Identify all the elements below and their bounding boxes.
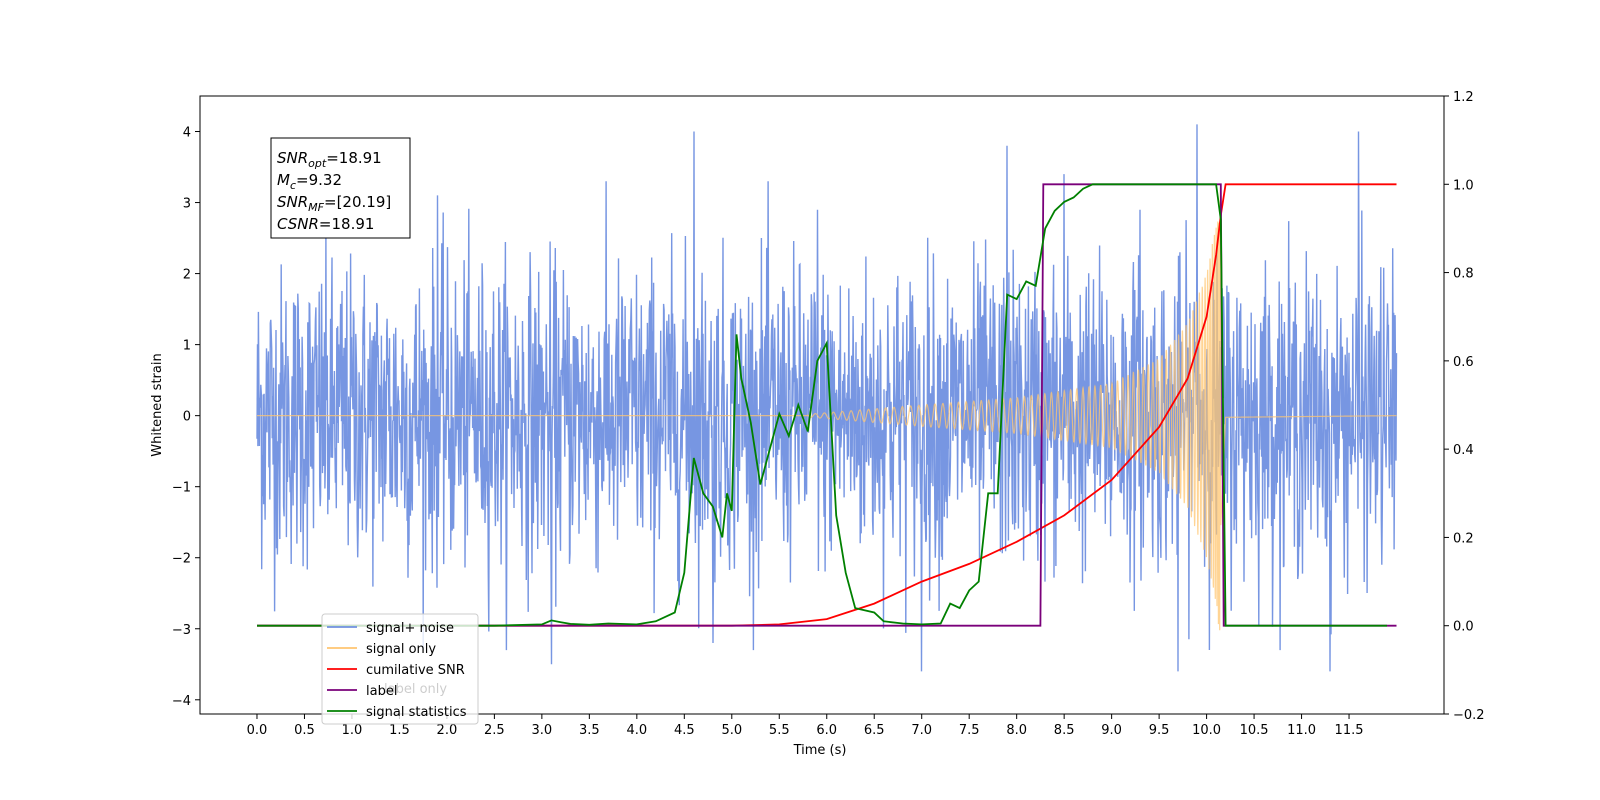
legend-label: signal statistics [366,705,467,720]
x-tick-label: 8.5 [1054,723,1075,738]
x-tick-label: 6.5 [864,723,885,738]
y-right-tick-label: 1.0 [1453,178,1474,193]
x-tick-label: 7.5 [959,723,980,738]
y-right-tick-label: 0.0 [1453,620,1474,635]
y-left-tick-label: −4 [172,694,191,709]
x-tick-label: 10.5 [1240,723,1269,738]
y-left-tick-label: 3 [183,197,191,212]
x-tick-label: 6.0 [816,723,837,738]
y-axis-right: −0.2 0.0 0.2 0.4 0.6 0.8 1.0 1.2 [1444,90,1485,723]
series-cumilative-snr [257,183,1397,627]
x-tick-label: 11.0 [1287,723,1316,738]
annotation-box: SNRopt=18.91Mc=9.32SNRMF=[20.19]CSNR=18.… [270,137,411,239]
x-tick-label: 9.0 [1101,723,1122,738]
plot-frame [199,95,1445,715]
x-tick-label: 3.5 [579,723,600,738]
x-axis-label: Time (s) [793,743,847,758]
y-right-tick-label: −0.2 [1453,708,1485,723]
y-axis-label-left: Whitened strain [150,353,165,456]
annotation-line: SNRopt=18.91 [277,149,382,170]
x-tick-label: 11.5 [1335,723,1364,738]
legend-label: signal only [366,642,436,657]
x-tick-label: 2.5 [484,723,505,738]
series-signal-only [257,187,1397,631]
x-tick-label: 4.0 [626,723,647,738]
y-right-tick-label: 0.2 [1453,531,1474,546]
y-left-tick-label: 0 [183,410,191,425]
x-tick-label: 5.5 [769,723,790,738]
x-tick-label: 0.5 [294,723,315,738]
x-axis: 0.0 0.5 1.0 1.5 2.0 2.5 3.0 3.5 4.0 4.5 5.0 5.5 6.0 6… [247,714,1364,738]
y-right-tick-label: 0.8 [1453,267,1474,282]
x-tick-label: 0.0 [247,723,268,738]
annotation-line: SNRMF=[20.19] [277,193,391,214]
x-tick-label: 1.5 [389,723,410,738]
annotation-frame [270,137,411,239]
annotation-line: Mc=9.32 [277,171,342,192]
legend-label: cumilative SNR [366,663,465,678]
x-tick-label: 9.5 [1149,723,1170,738]
y-right-tick-label: 1.2 [1453,90,1474,105]
x-tick-label: 4.5 [674,723,695,738]
x-tick-label: 10.0 [1192,723,1221,738]
y-left-tick-label: 2 [183,268,191,283]
series-signal-statistics [257,183,1387,627]
x-tick-label: 5.0 [721,723,742,738]
series-signal-noise [256,124,1398,672]
y-left-tick-label: −2 [172,552,191,567]
y-left-tick-label: −3 [172,623,191,638]
legend-frame [321,613,479,725]
y-right-tick-label: 0.6 [1453,355,1474,370]
legend-label: signal+ noise [366,621,454,636]
series-layer [256,124,1398,672]
x-tick-label: 1.0 [342,723,363,738]
y-left-tick-label: −1 [172,481,191,496]
y-left-tick-label: 4 [183,126,191,141]
legend-label: label [366,684,397,699]
y-right-tick-label: 0.4 [1453,443,1474,458]
y-axis-left: −4 −3 −2 −1 0 1 2 3 4 [172,126,200,709]
x-tick-label: 7.0 [911,723,932,738]
x-tick-label: 2.0 [437,723,458,738]
y-left-tick-label: 1 [183,339,191,354]
annotation-line: CSNR=18.91 [277,215,374,233]
x-tick-label: 3.0 [532,723,553,738]
x-tick-label: 8.0 [1006,723,1027,738]
